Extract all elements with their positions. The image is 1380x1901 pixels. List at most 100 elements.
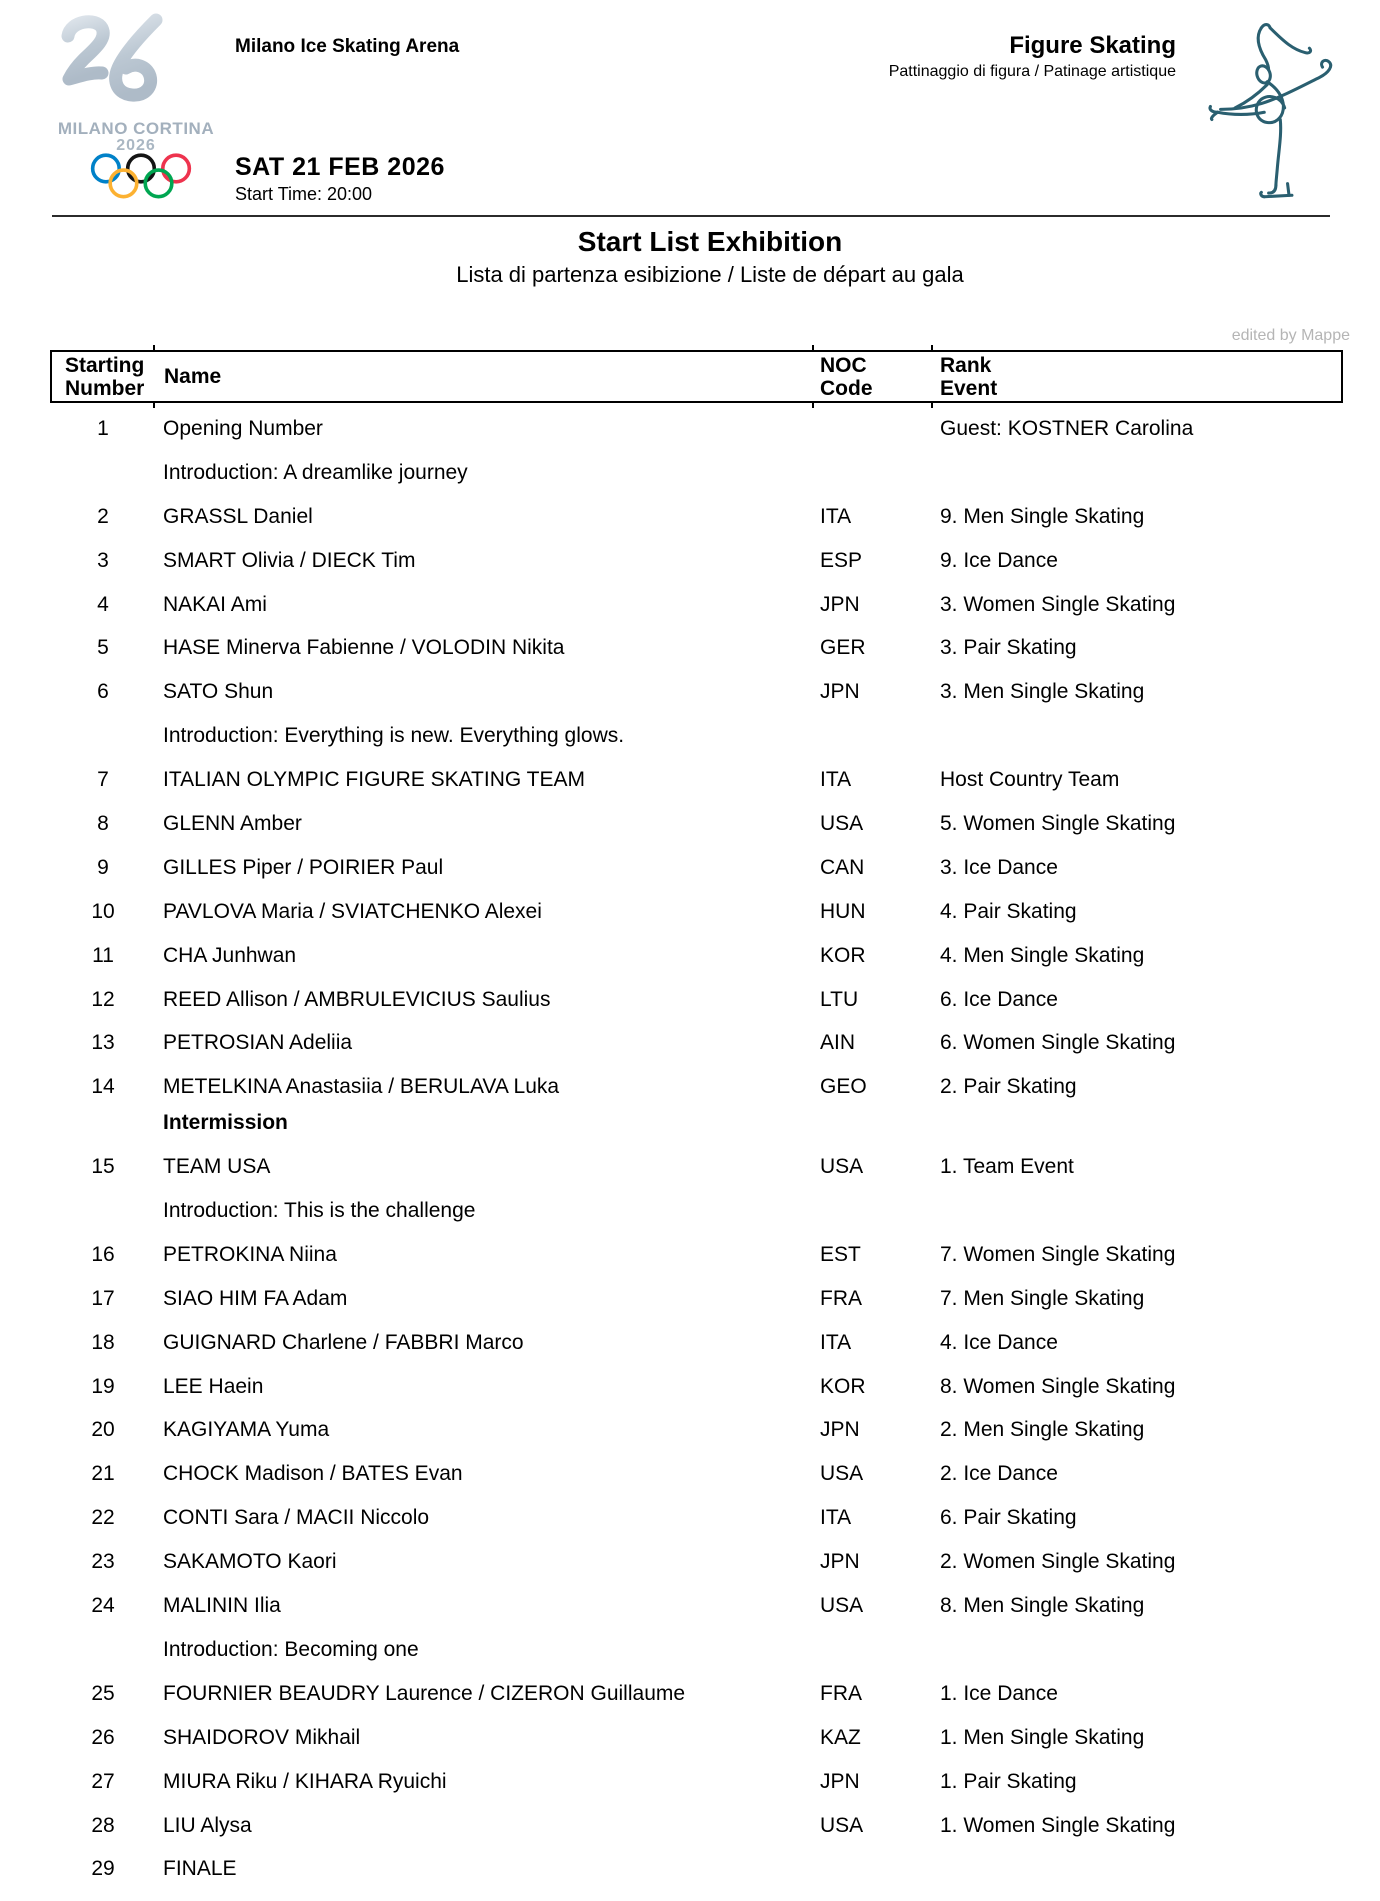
milano-cortina-26-logo: [61, 13, 163, 102]
rank-event: 4. Pair Skating: [940, 899, 1077, 923]
discipline-translation: Pattinaggio di figura / Patinage artisti…: [888, 63, 1176, 80]
competitor-name: LIU Alysa: [163, 1813, 252, 1837]
start-list-row: 20 KAGIYAMA Yuma JPN 2. Men Single Skating: [0, 1417, 1380, 1461]
start-list-row: 4 NAKAI Ami JPN 3. Women Single Skating: [0, 592, 1380, 636]
competitor-name: FINALE: [163, 1857, 237, 1881]
rank-event: 2. Ice Dance: [940, 1462, 1058, 1486]
starting-number: 9: [97, 855, 109, 879]
starting-number: 16: [91, 1242, 115, 1266]
competitor-name: PETROSIAN Adeliia: [163, 1031, 353, 1055]
noc-code: CAN: [820, 855, 865, 879]
rank-event: 9. Ice Dance: [940, 548, 1058, 572]
noc-code: GEO: [820, 1075, 867, 1099]
intro-row: Introduction: Becoming one: [0, 1637, 1380, 1681]
noc-code: FRA: [820, 1286, 862, 1310]
competitor-name: Introduction: Becoming one: [163, 1637, 419, 1661]
start-list-row: 3 SMART Olivia / DIECK Tim ESP 9. Ice Dance: [0, 548, 1380, 592]
starting-number: 22: [91, 1506, 115, 1530]
starting-number: 26: [91, 1725, 115, 1749]
noc-code: KOR: [820, 1374, 866, 1398]
column-divider-tick: [153, 403, 155, 408]
column-divider-tick: [812, 403, 814, 408]
noc-code: ITA: [820, 768, 852, 792]
start-list-row: 26 SHAIDOROV Mikhail KAZ 1. Men Single Skat…: [0, 1725, 1380, 1769]
rank-event: 1. Pair Skating: [940, 1769, 1077, 1793]
rank-event: Host Country Team: [940, 768, 1120, 792]
start-list-row: 9 GILLES Piper / POIRIER Paul CAN 3. Ice Da…: [0, 855, 1380, 899]
competitor-name: PAVLOVA Maria / SVIATCHENKO Alexei: [163, 899, 542, 923]
starting-number: 21: [91, 1462, 115, 1486]
noc-code: EST: [820, 1242, 861, 1266]
competitor-name: SIAO HIM FA Adam: [163, 1286, 348, 1310]
noc-code: JPN: [820, 1769, 860, 1793]
start-list-row: 28 LIU Alysa USA 1. Women Single Skating: [0, 1813, 1380, 1857]
competitor-name: CHOCK Madison / BATES Evan: [163, 1462, 463, 1486]
figure-skater-pictogram-icon: [1208, 23, 1333, 199]
noc-code: KOR: [820, 943, 866, 967]
starting-number: 14: [91, 1075, 115, 1099]
competitor-name: SATO Shun: [163, 680, 274, 704]
competitor-name: SMART Olivia / DIECK Tim: [163, 548, 416, 572]
column-header-name: Name: [164, 365, 222, 388]
start-time: Start Time: 20:00: [235, 184, 373, 204]
page-subtitle: Lista di partenza esibizione / Liste de …: [456, 262, 964, 287]
start-list-row: 21 CHOCK Madison / BATES Evan USA 2. Ice Da…: [0, 1461, 1380, 1505]
competitor-name: ITALIAN OLYMPIC FIGURE SKATING TEAM: [163, 768, 586, 792]
starting-number: 11: [92, 943, 114, 967]
olympic-rings-icon: [90, 153, 192, 199]
starting-number: 19: [91, 1374, 115, 1398]
start-list-row: 7 ITALIAN OLYMPIC FIGURE SKATING TEAM ITA H…: [0, 767, 1380, 811]
table-header: Starting Number Name NOC Code Rank Event: [50, 345, 1343, 408]
rank-event: Guest: KOSTNER Carolina: [940, 417, 1194, 440]
column-divider-tick: [153, 345, 155, 350]
noc-code: ITA: [820, 504, 852, 528]
column-header-rank-event: Rank Event: [940, 354, 998, 400]
starting-number: 24: [91, 1594, 115, 1618]
rank-event: 3. Pair Skating: [940, 636, 1077, 660]
start-list-row: 17 SIAO HIM FA Adam FRA 7. Men Single Skati…: [0, 1286, 1380, 1330]
competitor-name: NAKAI Ami: [163, 592, 267, 616]
starting-number: 23: [91, 1550, 115, 1574]
rank-event: 2. Men Single Skating: [940, 1418, 1145, 1442]
start-list-row: 22 CONTI Sara / MACII Niccolo ITA 6. Pair S…: [0, 1505, 1380, 1549]
starting-number: 28: [91, 1813, 115, 1837]
column-divider-tick: [931, 403, 933, 408]
column-header-starting-number: Starting Number: [65, 354, 145, 400]
starting-number: 4: [97, 592, 109, 616]
competitor-name: HASE Minerva Fabienne / VOLODIN Nikita: [163, 636, 565, 660]
start-list-row: 13 PETROSIAN Adeliia AIN 6. Women Single Sk…: [0, 1030, 1380, 1074]
start-list-row: 14 METELKINA Anastasiia / BERULAVA Luka GE…: [0, 1074, 1380, 1118]
competitor-name: KAGIYAMA Yuma: [163, 1418, 330, 1442]
competitor-name: GILLES Piper / POIRIER Paul: [163, 855, 444, 879]
competitor-name: METELKINA Anastasiia / BERULAVA Luka: [163, 1075, 560, 1099]
noc-code: USA: [820, 1155, 864, 1179]
rank-event: 7. Women Single Skating: [940, 1242, 1176, 1266]
competitor-name: Introduction: A dreamlike journey: [163, 460, 468, 484]
noc-code: ITA: [820, 1506, 852, 1530]
edited-by-watermark: edited by Mappe: [1231, 327, 1350, 344]
rank-event: 1. Men Single Skating: [940, 1725, 1145, 1749]
noc-code: USA: [820, 812, 864, 836]
competitor-name: TEAM USA: [163, 1155, 271, 1179]
noc-code: HUN: [820, 899, 866, 923]
starting-number: 27: [91, 1769, 115, 1793]
starting-number: 20: [91, 1418, 115, 1442]
noc-code: KAZ: [820, 1725, 861, 1749]
intro-row: Introduction: A dreamlike journey: [0, 460, 1380, 504]
starting-number: 8: [97, 812, 109, 836]
noc-code: USA: [820, 1813, 864, 1837]
rank-event: 9. Men Single Skating: [940, 504, 1145, 528]
competitor-name: PETROKINA Niina: [163, 1242, 337, 1266]
venue-name: Milano Ice Skating Arena: [235, 36, 460, 57]
noc-code: ESP: [820, 548, 863, 572]
page-title: Start List Exhibition: [577, 226, 843, 257]
rank-event: 2. Pair Skating: [940, 1075, 1077, 1099]
competitor-name: Introduction: Everything is new. Everyth…: [163, 724, 625, 748]
header-divider: [52, 215, 1330, 217]
competitor-name: REED Allison / AMBRULEVICIUS Saulius: [163, 987, 551, 1011]
competitor-name: CHA Junhwan: [163, 943, 297, 967]
table-rows: 1 Opening Number Guest: KOSTNER Carolina In…: [0, 416, 1380, 1900]
rank-event: 3. Men Single Skating: [940, 680, 1145, 704]
rank-event: 7. Men Single Skating: [940, 1286, 1145, 1310]
